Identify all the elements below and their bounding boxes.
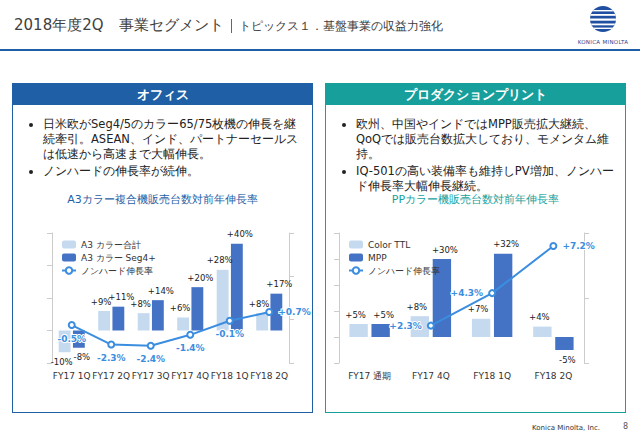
svg-text:+8%: +8% bbox=[249, 299, 270, 309]
html-text:KONICA MINOLTA: KONICA MINOLTA bbox=[577, 39, 629, 45]
svg-text:FY17 4Q: FY17 4Q bbox=[171, 371, 209, 381]
svg-text:-2.3%: -2.3% bbox=[97, 353, 126, 363]
svg-text:FY18 1Q: FY18 1Q bbox=[473, 371, 511, 381]
html-text:Konica Minolta, Inc.: Konica Minolta, Inc. bbox=[532, 424, 600, 432]
svg-text:ノンハード伸長率: ノンハード伸長率 bbox=[368, 266, 440, 276]
svg-text:+9%: +9% bbox=[90, 296, 112, 307]
html-text:プロダクションプリント: プロダクションプリント bbox=[404, 87, 547, 102]
svg-text:+2.3%: +2.3% bbox=[389, 321, 422, 331]
svg-text:-10%: -10% bbox=[51, 357, 73, 367]
html-text:日米欧がSeg4/5のカラー65/75枚機の伸長を継続牽引。: 日米欧がSeg4/5のカラー65/75枚機の伸長を継続牽引。ASEAN、インド、… bbox=[43, 117, 298, 161]
svg-text:+11%: +11% bbox=[108, 292, 134, 302]
svg-text:+8%: +8% bbox=[407, 302, 428, 312]
svg-text:FY17 通期: FY17 通期 bbox=[348, 371, 391, 381]
svg-text:+30%: +30% bbox=[432, 245, 458, 255]
svg-text:FY18 2Q: FY18 2Q bbox=[534, 371, 572, 381]
svg-text:-0.1%: -0.1% bbox=[215, 329, 244, 339]
html-text:オフィス: オフィス bbox=[136, 87, 189, 102]
html-text:2018年度2Q 事業セグメント: 2018年度2Q 事業セグメント bbox=[14, 16, 224, 34]
svg-text:+4.3%: +4.3% bbox=[451, 288, 484, 298]
svg-text:FY17 3Q: FY17 3Q bbox=[132, 371, 170, 381]
svg-text:-1.4%: -1.4% bbox=[176, 343, 205, 353]
svg-text:+0.7%: +0.7% bbox=[278, 307, 311, 317]
html-text:A3カラー複合機販売台数対前年伸長率: A3カラー複合機販売台数対前年伸長率 bbox=[67, 193, 258, 206]
svg-text:+5%: +5% bbox=[373, 310, 394, 320]
svg-text:FY17 1Q: FY17 1Q bbox=[53, 371, 91, 381]
svg-text:+5%: +5% bbox=[345, 310, 366, 320]
svg-text:+28%: +28% bbox=[207, 255, 233, 265]
svg-text:+8%: +8% bbox=[130, 298, 151, 309]
svg-text:-5%: -5% bbox=[559, 355, 576, 365]
svg-text:MPP: MPP bbox=[368, 253, 387, 263]
svg-text:+14%: +14% bbox=[148, 286, 174, 296]
svg-text:Color TTL: Color TTL bbox=[368, 240, 410, 250]
html-text:IQ-501の高い装備率も維持しPV増加、ノンハード伸長率大: IQ-501の高い装備率も維持しPV増加、ノンハード伸長率大幅伸長継続。 bbox=[356, 164, 614, 193]
svg-text:+32%: +32% bbox=[493, 239, 519, 249]
svg-text:FY18 1Q: FY18 1Q bbox=[211, 371, 249, 381]
svg-text:-8%: -8% bbox=[74, 352, 91, 362]
svg-text:FY17 2Q: FY17 2Q bbox=[92, 371, 130, 381]
svg-text:+20%: +20% bbox=[187, 273, 213, 283]
svg-text:A3 カラー合計: A3 カラー合計 bbox=[81, 240, 141, 250]
html-text:トピックス１．基盤事業の収益力強化: トピックス１．基盤事業の収益力強化 bbox=[238, 18, 443, 33]
svg-text:ノンハード伸長率: ノンハード伸長率 bbox=[81, 266, 153, 276]
svg-text:-2.4%: -2.4% bbox=[136, 354, 165, 364]
svg-text:+7.2%: +7.2% bbox=[562, 241, 595, 251]
svg-text:+17%: +17% bbox=[266, 279, 292, 289]
svg-text:+40%: +40% bbox=[227, 229, 253, 239]
svg-text:+7%: +7% bbox=[468, 304, 489, 314]
svg-text:-0.5%: -0.5% bbox=[57, 334, 86, 344]
html-text:PPカラー機販売台数対前年伸長率: PPカラー機販売台数対前年伸長率 bbox=[391, 193, 560, 206]
svg-text:A3 カラー Seg4+: A3 カラー Seg4+ bbox=[81, 253, 156, 263]
svg-text:FY17 4Q: FY17 4Q bbox=[412, 371, 450, 381]
html-text:8: 8 bbox=[622, 422, 628, 431]
svg-text:+4%: +4% bbox=[529, 312, 550, 322]
html-text:欧州、中国やインドではMPP販売拡大継続、QoQでは販売台数: 欧州、中国やインドではMPP販売拡大継続、QoQでは販売台数拡大しており、モメン… bbox=[356, 117, 610, 161]
svg-text:FY18 2Q: FY18 2Q bbox=[250, 371, 288, 381]
html-text:ノンハードの伸長率が続伸。: ノンハードの伸長率が続伸。 bbox=[43, 164, 199, 178]
svg-text:+6%: +6% bbox=[170, 303, 191, 313]
